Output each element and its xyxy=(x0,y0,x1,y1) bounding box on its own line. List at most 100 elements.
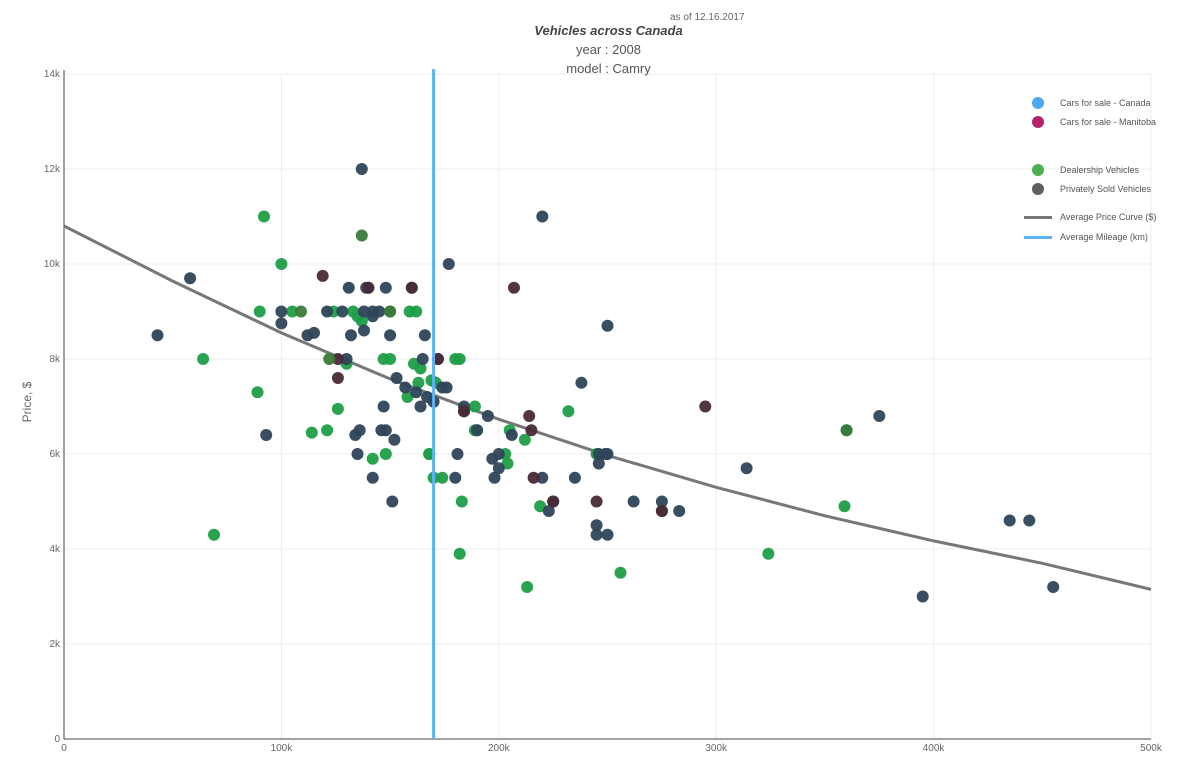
data-point xyxy=(518,433,531,446)
data-point xyxy=(355,163,368,175)
data-point xyxy=(377,400,390,413)
data-point xyxy=(260,429,273,441)
legend-swatch-manitoba xyxy=(1032,116,1044,128)
data-point xyxy=(321,424,334,437)
data-point xyxy=(542,505,555,517)
y-tick-label: 14k xyxy=(44,69,61,80)
data-point xyxy=(547,495,560,508)
y-tick-label: 12k xyxy=(44,164,61,175)
data-point xyxy=(305,426,318,439)
legend-swatch-canada xyxy=(1032,97,1044,109)
data-point xyxy=(295,305,307,318)
data-point xyxy=(379,281,392,294)
x-tick-label: 0 xyxy=(61,743,67,754)
data-point xyxy=(386,495,399,508)
x-tick-label: 300k xyxy=(705,743,728,754)
data-point xyxy=(536,471,549,484)
legend-line-avg-price xyxy=(1024,216,1052,219)
data-point xyxy=(345,329,357,342)
data-point xyxy=(740,462,753,475)
data-point xyxy=(405,281,418,294)
data-point xyxy=(762,547,775,560)
data-point xyxy=(1023,514,1036,527)
data-point xyxy=(331,402,344,415)
as-of-date: as of 12.16.2017 xyxy=(670,12,745,23)
data-point xyxy=(442,258,455,270)
data-point xyxy=(184,272,197,285)
data-point xyxy=(492,462,505,475)
data-point xyxy=(384,305,397,318)
data-point xyxy=(614,566,627,579)
data-point xyxy=(390,372,403,384)
legend-label: Average Price Curve ($) xyxy=(1060,212,1157,222)
data-point xyxy=(568,471,581,484)
data-point xyxy=(208,528,220,541)
data-point xyxy=(258,210,270,223)
data-point xyxy=(471,424,484,437)
data-point xyxy=(873,410,886,422)
data-point xyxy=(575,376,588,389)
chart-subtitle-year: year : 2008 xyxy=(575,42,642,57)
y-axis-title: Price, $ xyxy=(20,381,34,422)
axes: 0 2k 4k 6k 8k 10k 12k 14k 0 100k 200k 300k 400k 500k xyxy=(44,69,1163,754)
data-point xyxy=(331,353,344,365)
data-point xyxy=(384,329,397,342)
data-point xyxy=(353,424,366,437)
x-tick-label: 400k xyxy=(923,743,946,754)
data-point xyxy=(840,424,853,437)
grid-lines xyxy=(63,73,1152,740)
data-points xyxy=(151,163,1060,603)
data-point xyxy=(436,471,449,484)
data-point xyxy=(590,495,603,508)
data-point xyxy=(601,319,614,332)
data-point xyxy=(316,269,329,282)
y-tick-label: 2k xyxy=(49,639,61,650)
data-point xyxy=(331,372,344,384)
y-tick-label: 4k xyxy=(49,544,61,555)
data-point xyxy=(388,433,401,446)
legend-swatch-private xyxy=(1032,183,1044,195)
data-point xyxy=(699,400,712,413)
data-point xyxy=(536,210,549,223)
chart-subtitle-model: model : Camry xyxy=(566,61,651,76)
legend-label: Average Mileage (km) xyxy=(1060,232,1148,242)
y-tick-label: 8k xyxy=(49,354,61,365)
data-point xyxy=(416,353,429,365)
data-point xyxy=(342,281,355,294)
data-point xyxy=(355,229,368,242)
data-point xyxy=(351,448,364,460)
data-point xyxy=(521,581,534,593)
data-point xyxy=(286,305,299,318)
data-point xyxy=(488,471,501,484)
data-point xyxy=(562,405,575,418)
data-point xyxy=(410,305,423,318)
data-point xyxy=(197,353,210,365)
y-tick-label: 0 xyxy=(54,734,60,745)
x-tick-label: 200k xyxy=(488,743,511,754)
legend-swatch-dealership xyxy=(1032,164,1044,176)
data-point xyxy=(251,386,264,399)
data-point xyxy=(1003,514,1016,527)
data-point xyxy=(308,326,320,339)
data-point xyxy=(453,353,466,365)
data-point xyxy=(601,448,614,460)
data-point xyxy=(627,495,640,508)
data-point xyxy=(481,410,494,422)
data-point xyxy=(275,317,288,330)
data-point xyxy=(1047,581,1060,593)
data-point xyxy=(321,305,334,318)
data-point xyxy=(655,505,668,517)
data-point xyxy=(451,448,464,460)
data-point xyxy=(525,424,538,437)
x-tick-label: 500k xyxy=(1140,743,1163,754)
data-point xyxy=(458,405,470,418)
data-point xyxy=(275,258,288,270)
data-point xyxy=(418,329,431,342)
data-point xyxy=(601,528,614,541)
x-tick-label: 100k xyxy=(271,743,294,754)
data-point xyxy=(410,386,423,399)
data-point xyxy=(508,281,520,294)
legend-label: Cars for sale - Canada xyxy=(1060,98,1151,108)
legend-label: Cars for sale - Manitoba xyxy=(1060,117,1157,127)
